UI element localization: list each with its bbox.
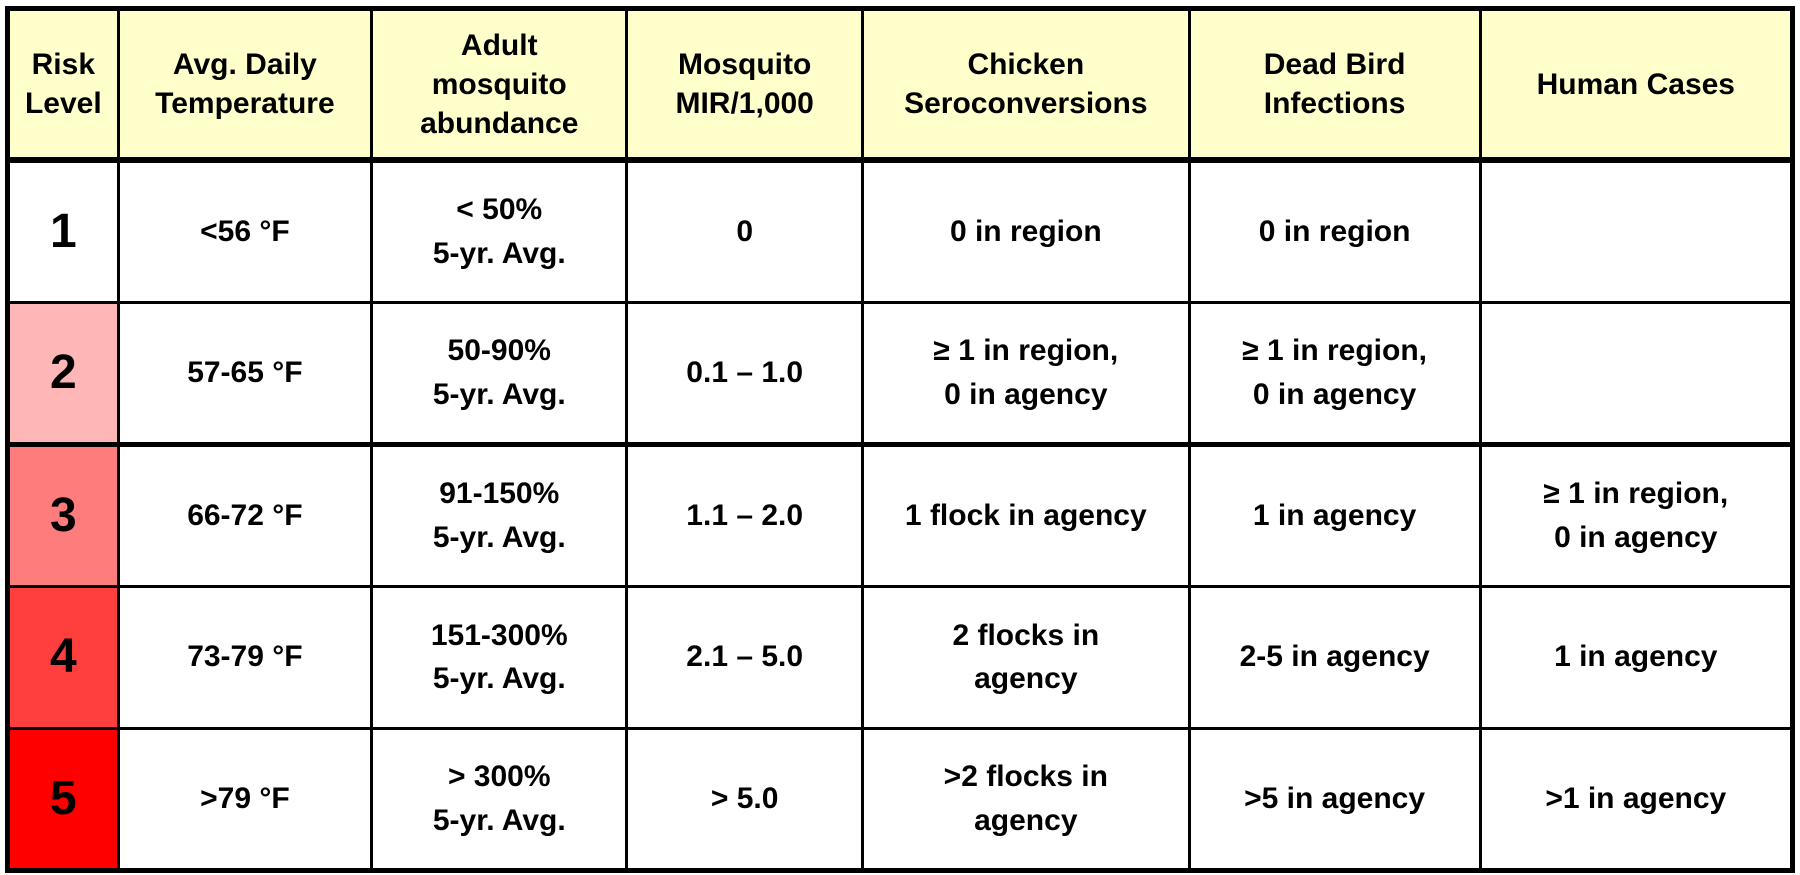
- header-text-line: Adult: [460, 28, 538, 62]
- temperature-cell: <56 °F: [116, 158, 374, 304]
- header-chicken-seroconversions: Chicken Seroconversions: [860, 7, 1191, 163]
- mir-cell: 0: [625, 158, 864, 304]
- header-adult-mosquito-abundance: Adult mosquito abundance: [370, 7, 629, 163]
- cell-text-line: 0 in agency: [1554, 520, 1718, 554]
- risk-level-table: Risk Level Avg. Daily Temperature Adult mosqu…: [5, 6, 1795, 873]
- mir-cell: 2.1 – 5.0: [625, 584, 864, 730]
- cell-text-line: < 50%: [456, 193, 543, 227]
- mir-cell: 0.1 – 1.0: [625, 300, 864, 446]
- dead-bird-cell: >5 in agency: [1187, 726, 1482, 872]
- header-avg-daily-temperature: Avg. Daily Temperature: [116, 7, 374, 163]
- header-text-line: Chicken: [967, 48, 1085, 81]
- cell-text-line: 0 in region: [1258, 215, 1411, 248]
- cell-text-line: agency: [974, 662, 1078, 695]
- abundance-cell: 91-150% 5-yr. Avg.: [370, 442, 629, 588]
- table-row: 5 >79 °F > 300% 5-yr. Avg. > 5.0 >2 flocks in…: [6, 726, 1795, 872]
- header-dead-bird-infections: Dead Bird Infections: [1187, 7, 1482, 163]
- cell-text-line: ≥ 1 in region,: [1543, 477, 1729, 510]
- temperature-cell: 66-72 °F: [116, 442, 374, 588]
- chicken-seroconversions-cell: >2 flocks in agency: [860, 726, 1191, 872]
- cell-text-line: 151-300%: [430, 618, 568, 652]
- header-row: Risk Level Avg. Daily Temperature Adult mosqu…: [6, 7, 1795, 163]
- risk-level-cell: 1: [6, 158, 120, 304]
- header-mosquito-mir: Mosquito MIR/1,000: [625, 7, 864, 163]
- cell-text-line: ≥ 1 in region,: [1242, 334, 1428, 367]
- human-cases-cell: [1478, 158, 1795, 304]
- header-text-line: Mosquito: [678, 48, 812, 81]
- table-row: 3 66-72 °F 91-150% 5-yr. Avg. 1.1 – 2.0 1 flo…: [6, 442, 1795, 588]
- human-cases-cell: ≥ 1 in region, 0 in agency: [1478, 442, 1795, 588]
- chicken-seroconversions-cell: 1 flock in agency: [860, 442, 1191, 588]
- risk-level-cell: 5: [6, 726, 120, 872]
- mir-cell: > 5.0: [625, 726, 864, 872]
- abundance-cell: 151-300% 5-yr. Avg.: [370, 584, 629, 730]
- mir-cell: 1.1 – 2.0: [625, 442, 864, 588]
- human-cases-cell: 1 in agency: [1478, 584, 1795, 730]
- human-cases-cell: [1478, 300, 1795, 446]
- cell-text-line: >1 in agency: [1545, 781, 1727, 815]
- dead-bird-cell: 0 in region: [1187, 158, 1482, 304]
- cell-text-line: 0 in agency: [944, 377, 1108, 411]
- cell-text-line: 2-5 in agency: [1239, 640, 1430, 674]
- table-row: 2 57-65 °F 50-90% 5-yr. Avg. 0.1 – 1.0 ≥ 1 in…: [6, 300, 1795, 446]
- temperature-cell: 57-65 °F: [116, 300, 374, 446]
- cell-text-line: 50-90%: [447, 334, 551, 367]
- cell-text-line: 5-yr. Avg.: [432, 377, 566, 411]
- risk-level-cell: 4: [6, 584, 120, 730]
- cell-text-line: 0 in region: [949, 215, 1102, 248]
- cell-text-line: >5 in agency: [1244, 781, 1426, 815]
- cell-text-line: 1 in agency: [1252, 498, 1417, 532]
- cell-text-line: 5-yr. Avg.: [432, 520, 566, 554]
- dead-bird-cell: ≥ 1 in region, 0 in agency: [1187, 300, 1482, 446]
- header-text-line: MIR/1,000: [675, 87, 814, 120]
- header-text-line: Avg. Daily: [172, 48, 317, 81]
- cell-text-line: 5-yr. Avg.: [432, 236, 566, 270]
- header-text-line: Temperature: [155, 87, 335, 120]
- header-text-line: abundance: [420, 106, 579, 140]
- cell-text-line: 5-yr. Avg.: [432, 803, 566, 837]
- risk-level-cell: 2: [6, 300, 120, 446]
- abundance-cell: < 50% 5-yr. Avg.: [370, 158, 629, 304]
- header-text-line: Infections: [1263, 87, 1406, 120]
- dead-bird-cell: 2-5 in agency: [1187, 584, 1482, 730]
- cell-text-line: ≥ 1 in region,: [933, 334, 1119, 367]
- header-risk-level: Risk Level: [6, 7, 120, 163]
- cell-text-line: 0 in agency: [1252, 377, 1417, 411]
- header-text-line: mosquito: [431, 67, 567, 101]
- cell-text-line: agency: [974, 803, 1078, 837]
- cell-text-line: 91-150%: [439, 477, 560, 510]
- dead-bird-cell: 1 in agency: [1187, 442, 1482, 588]
- chicken-seroconversions-cell: ≥ 1 in region, 0 in agency: [860, 300, 1191, 446]
- risk-level-cell: 3: [6, 442, 120, 588]
- table-row: 1 <56 °F < 50% 5-yr. Avg. 0 0 in region 0 in r…: [6, 158, 1795, 304]
- header-text-line: Dead Bird: [1263, 48, 1406, 81]
- header-text-line: Human Cases: [1536, 67, 1735, 101]
- cell-text-line: 2 flocks in: [952, 618, 1100, 652]
- header-human-cases: Human Cases: [1478, 7, 1795, 163]
- human-cases-cell: >1 in agency: [1478, 726, 1795, 872]
- abundance-cell: > 300% 5-yr. Avg.: [370, 726, 629, 872]
- header-text-line: Seroconversions: [904, 87, 1148, 120]
- temperature-cell: 73-79 °F: [116, 584, 374, 730]
- chicken-seroconversions-cell: 2 flocks in agency: [860, 584, 1191, 730]
- header-text-line: Level: [24, 87, 102, 120]
- table-row: 4 73-79 °F 151-300% 5-yr. Avg. 2.1 – 5.0 2 fl…: [6, 584, 1795, 730]
- cell-text-line: > 300%: [447, 760, 551, 793]
- cell-text-line: 1 in agency: [1554, 640, 1718, 674]
- abundance-cell: 50-90% 5-yr. Avg.: [370, 300, 629, 446]
- header-text-line: Risk: [31, 48, 96, 81]
- cell-text-line: 1 flock in agency: [904, 498, 1147, 532]
- cell-text-line: 5-yr. Avg.: [432, 662, 566, 695]
- chicken-seroconversions-cell: 0 in region: [860, 158, 1191, 304]
- temperature-cell: >79 °F: [116, 726, 374, 872]
- cell-text-line: >2 flocks in: [943, 760, 1108, 793]
